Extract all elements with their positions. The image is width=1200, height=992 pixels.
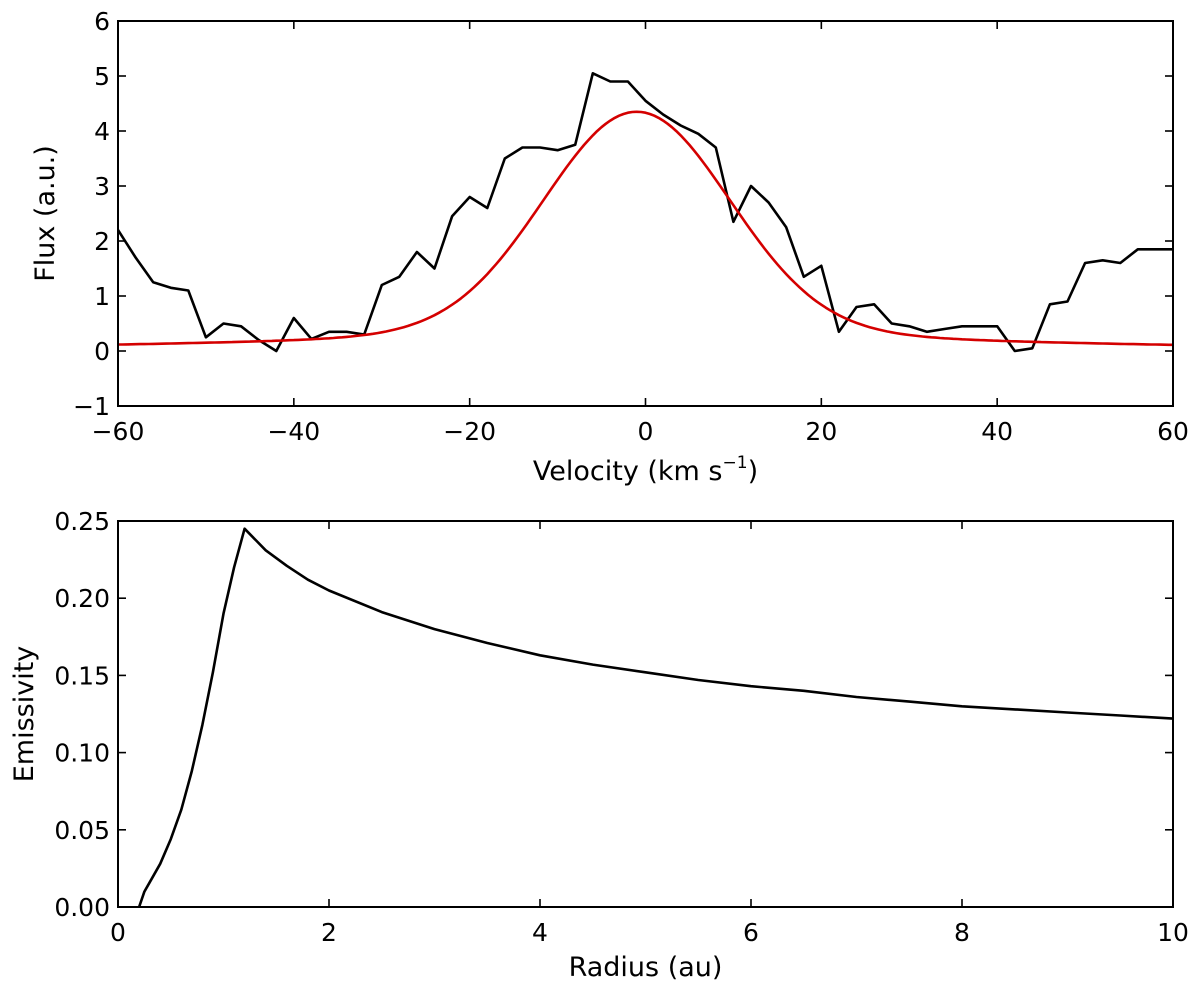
emissivity-y-tick-label: 0.00 — [54, 893, 110, 922]
emissivity-x-tick-label: 0 — [110, 918, 126, 947]
flux-x-tick-label: 60 — [1157, 417, 1189, 446]
flux-x-tick-label: 20 — [805, 417, 837, 446]
emissivity-x-tick-label: 6 — [743, 918, 759, 947]
flux-x-tick-label: −20 — [443, 417, 496, 446]
flux-y-tick-label: 0 — [94, 337, 110, 366]
flux-plot-area — [118, 72, 1173, 353]
emissivity-y-tick-label: 0.15 — [54, 661, 110, 690]
flux-series-line-1 — [118, 110, 1173, 347]
emissivity-y-tick-label: 0.10 — [54, 739, 110, 768]
flux-ticks: −60 −40 −20 0 20 40 60 −1 0 1 2 3 4 5 6 — [73, 7, 1189, 446]
flux-y-tick-label: 6 — [94, 7, 110, 36]
flux-y-tick-label: 5 — [94, 62, 110, 91]
flux-series-line-0 — [118, 72, 1173, 353]
flux-x-tick-label: 40 — [981, 417, 1013, 446]
emissivity-y-axis-label: Emissivity — [9, 646, 40, 783]
emissivity-plot-frame — [117, 520, 1174, 908]
emissivity-x-axis-label: Radius (au) — [569, 952, 723, 983]
emissivity-plot-area — [137, 527, 1173, 907]
flux-plot-frame — [117, 20, 1174, 407]
flux-y-tick-label: 2 — [94, 227, 110, 256]
emissivity-y-tick-label: 0.25 — [54, 507, 110, 536]
emissivity-y-tick-label: 0.20 — [54, 584, 110, 613]
emissivity-x-tick-label: 2 — [321, 918, 337, 947]
emissivity-ticks: 0 2 4 6 8 10 0.00 0.05 0.10 0.15 0.20 0.25 — [54, 507, 1189, 947]
flux-x-tick-label: 0 — [638, 417, 654, 446]
flux-y-tick-label: 3 — [94, 172, 110, 201]
flux-x-tick-label: −40 — [267, 417, 320, 446]
emissivity-radius-panel: 0 2 4 6 8 10 0.00 0.05 0.10 0.15 0.20 0.25 Radius (… — [9, 507, 1189, 983]
flux-x-tick-label: −60 — [92, 417, 145, 446]
flux-x-axis-label: Velocity (km s−1) — [533, 453, 758, 487]
flux-y-axis-label: Flux (a.u.) — [30, 145, 61, 282]
emissivity-series-line-0 — [137, 527, 1173, 907]
emissivity-x-tick-label: 4 — [532, 918, 548, 947]
emissivity-x-tick-label: 10 — [1157, 918, 1189, 947]
flux-y-tick-label: −1 — [73, 392, 110, 421]
flux-velocity-panel: −60 −40 −20 0 20 40 60 −1 0 1 2 3 4 5 6 Velocity (km s… — [30, 7, 1189, 487]
emissivity-x-tick-label: 8 — [954, 918, 970, 947]
flux-y-tick-label: 4 — [94, 117, 110, 146]
emissivity-y-tick-label: 0.05 — [54, 816, 110, 845]
flux-y-tick-label: 1 — [94, 282, 110, 311]
